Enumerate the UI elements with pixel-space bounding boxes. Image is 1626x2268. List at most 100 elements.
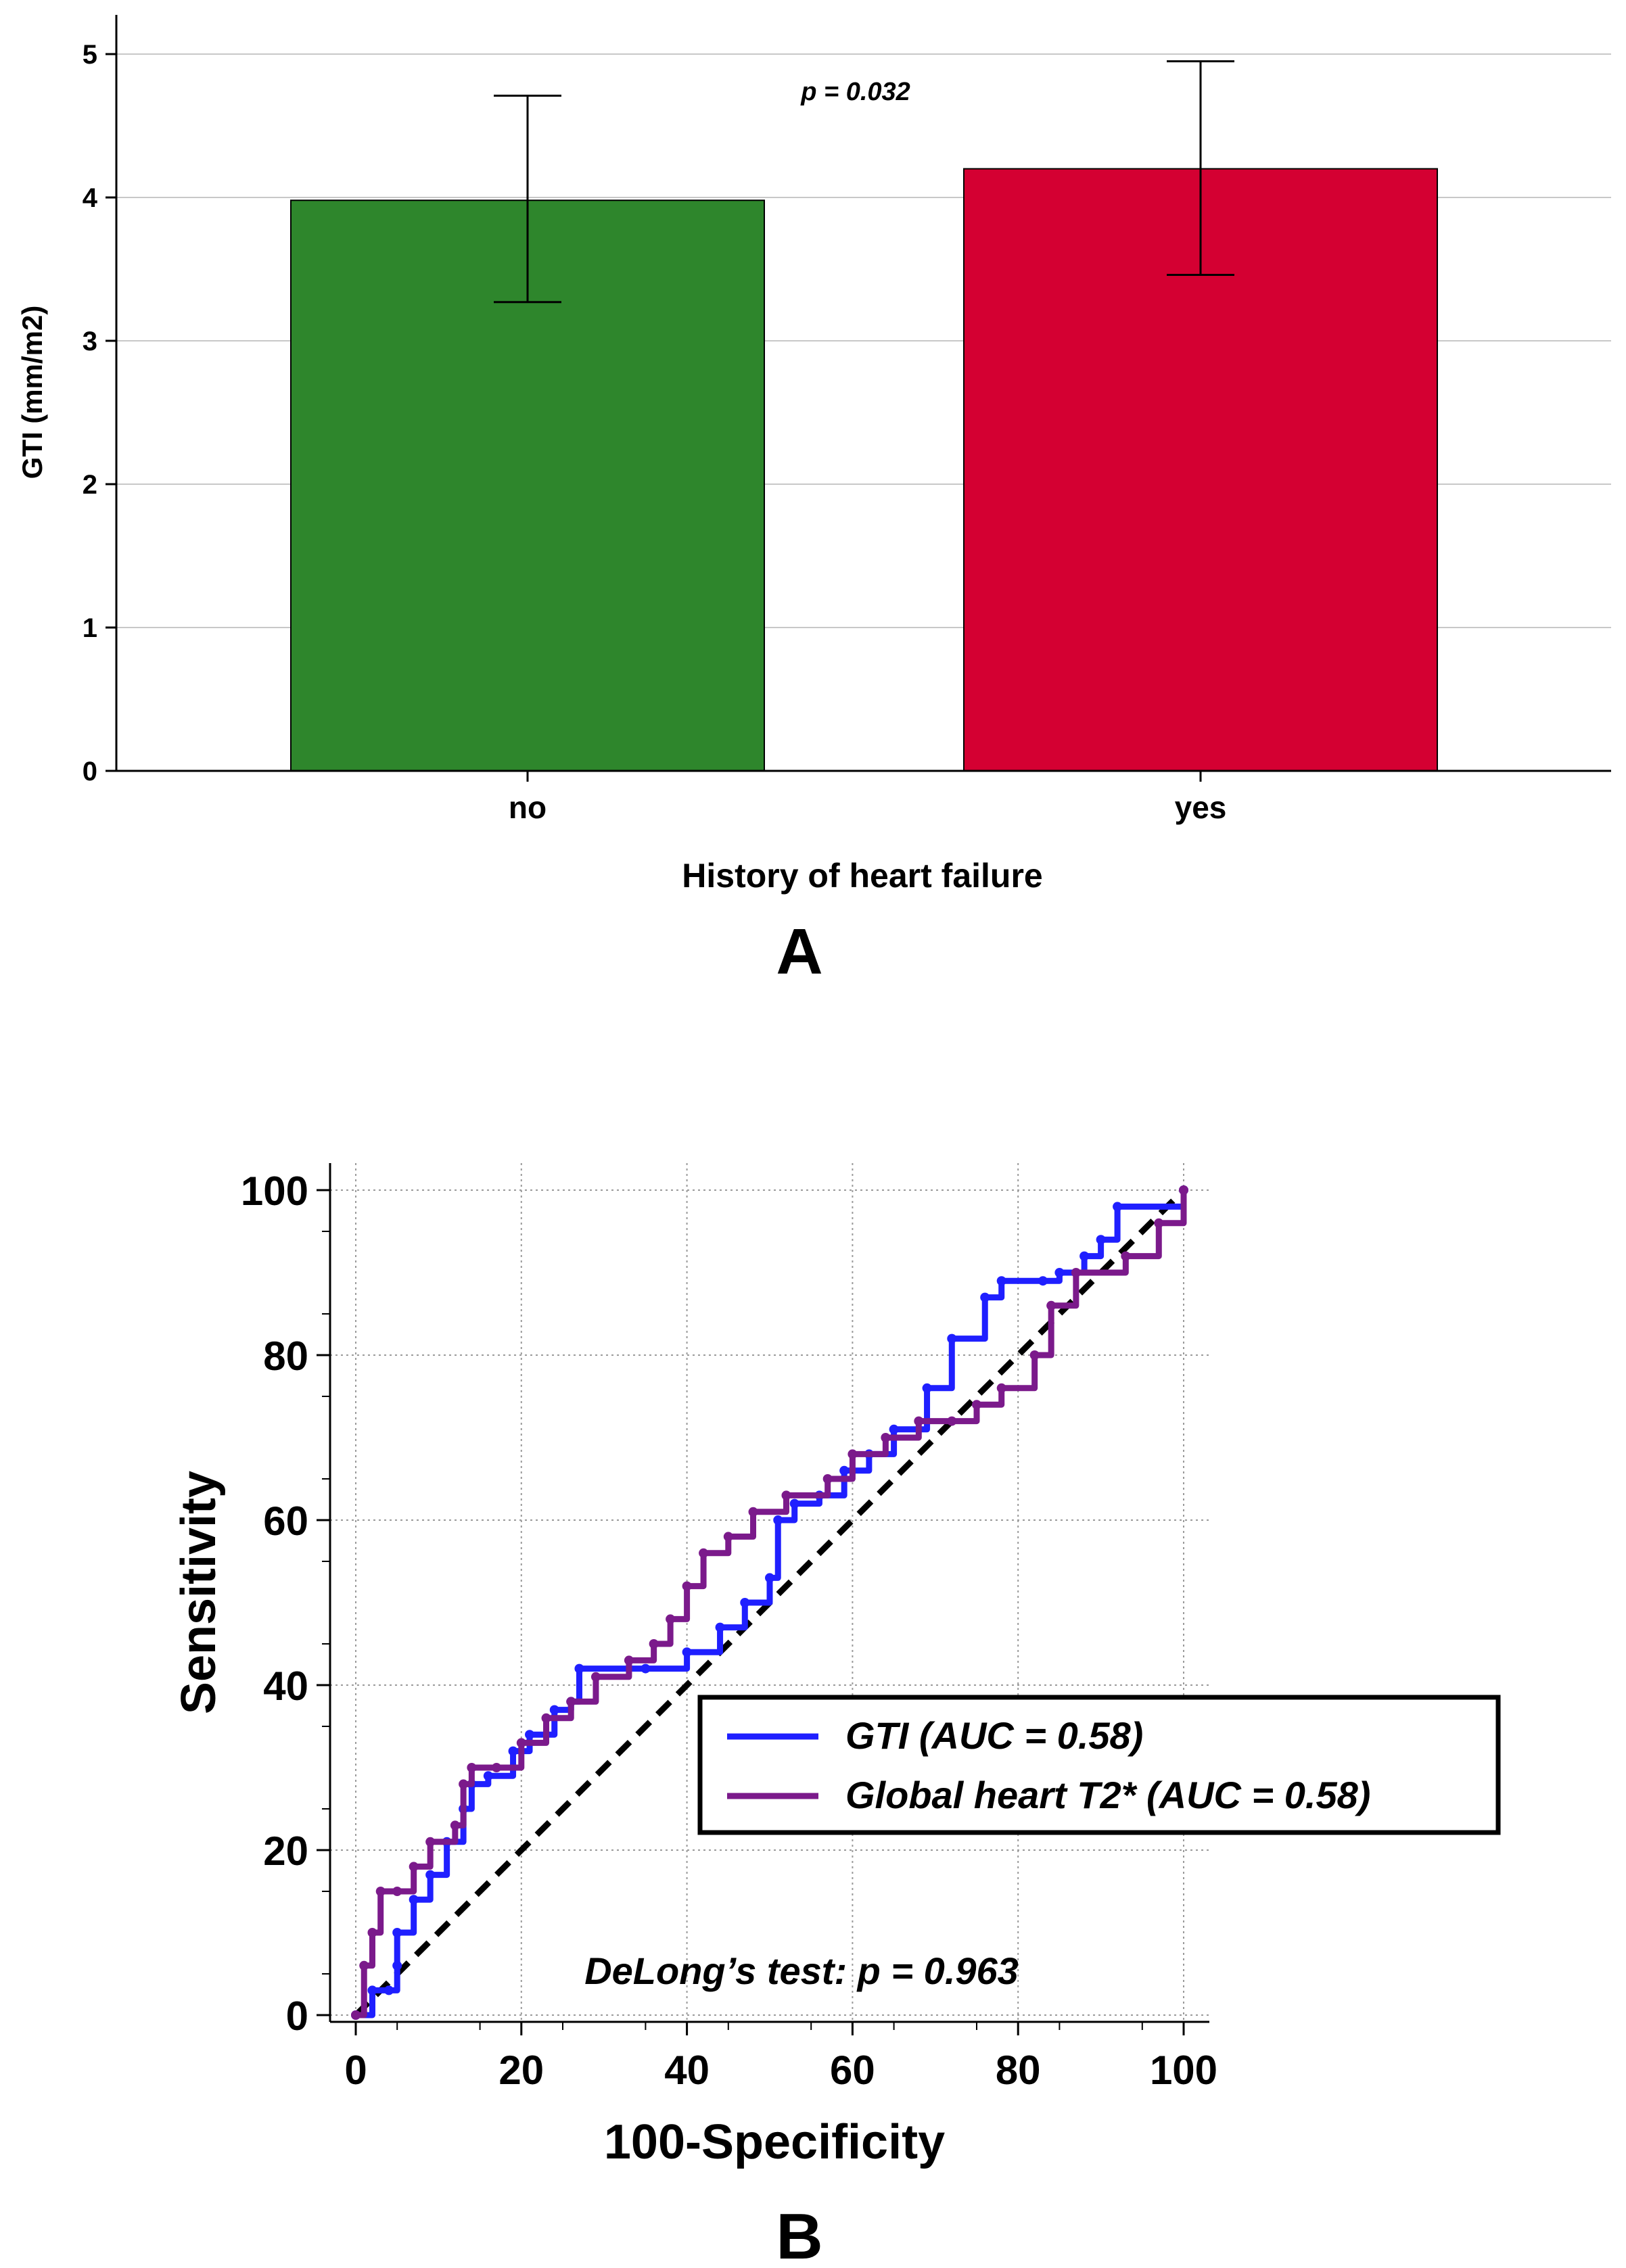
roc-curve-global-heart-t2-point [723, 1532, 733, 1542]
bar-chart-y-ticks: 0 1 2 3 4 5 [83, 40, 116, 786]
roc-chart-y-tick-label: 100 [241, 1168, 308, 1214]
bar-chart-y-axis-label: GTI (mm/m2) [16, 306, 48, 479]
roc-curve-gti-point [1096, 1235, 1106, 1245]
roc-curve-gti-point [574, 1663, 584, 1674]
bar-chart-x-tick-label: no [509, 790, 547, 825]
roc-curve-gti-point [773, 1515, 783, 1525]
roc-curve-global-heart-t2-point [699, 1548, 709, 1558]
roc-curve-gti-point [549, 1705, 559, 1715]
roc-chart-x-tick-label: 40 [664, 2048, 710, 2093]
roc-curve-global-heart-t2-point [996, 1383, 1006, 1393]
roc-curve-gti-point [1038, 1276, 1048, 1286]
roc-curve-global-heart-t2-point [409, 1862, 419, 1872]
panel-label-a: A [776, 916, 822, 988]
bar-chart-panel-a: 0 1 2 3 4 5 no yes p = 0.032 GTI (mm/m2) Histo… [16, 15, 1611, 988]
roc-curve-global-heart-t2-point [392, 1887, 402, 1896]
roc-chart-annotation: DeLong’s test: p = 0.963 [584, 1950, 1019, 1992]
roc-chart-y-tick-label: 40 [263, 1663, 308, 1709]
roc-curve-gti-point [889, 1424, 899, 1434]
roc-curve-gti-point [1079, 1251, 1090, 1261]
roc-curve-gti-point [392, 1928, 402, 1937]
bar-chart-bars [290, 168, 1438, 772]
roc-curve-global-heart-t2-point [1046, 1300, 1056, 1310]
roc-curve-global-heart-t2-point [972, 1400, 981, 1410]
roc-curve-global-heart-t2-point [516, 1738, 526, 1748]
roc-chart-panel-b: 0 20 40 60 80 100 0 20 40 60 80 100 GTI (AUC = 0.5… [172, 1163, 1501, 2268]
roc-curve-global-heart-t2-point [1121, 1251, 1131, 1261]
roc-curve-gti [356, 1190, 1187, 2018]
roc-chart-x-tick-label: 0 [344, 2048, 367, 2093]
bar-chart-x-tick-label: yes [1175, 790, 1227, 825]
roc-curve-global-heart-t2-point [590, 1672, 601, 1682]
roc-chart-x-axis-label: 100-Specificity [604, 2115, 945, 2169]
roc-curve-global-heart-t2-point [1154, 1218, 1164, 1228]
roc-curve-global-heart-t2-point [1179, 1185, 1188, 1195]
roc-curve-gti-point [922, 1383, 932, 1393]
bar-chart-y-tick-label: 2 [83, 470, 97, 500]
roc-curve-global-heart-t2-point [467, 1763, 477, 1772]
roc-curve-global-heart-t2-point [914, 1416, 924, 1426]
roc-curve-gti-point [641, 1663, 651, 1674]
roc-chart-series [351, 1185, 1188, 2020]
roc-curve-gti-point [789, 1498, 799, 1509]
roc-curve-global-heart-t2-point [748, 1507, 758, 1517]
roc-curve-global-heart-t2-point [781, 1490, 791, 1501]
roc-curve-gti-point [525, 1730, 535, 1740]
roc-curve-global-heart-t2-point [367, 1928, 377, 1937]
bar-chart-x-axis-label: History of heart failure [682, 857, 1042, 895]
bar-chart-y-tick-label: 0 [83, 757, 97, 786]
roc-curve-gti-point [367, 1985, 377, 1995]
panel-label-b: B [776, 2200, 822, 2268]
roc-curve-global-heart-t2-point [359, 1960, 369, 1970]
roc-curve-gti-point [682, 1647, 692, 1657]
roc-curve-global-heart-t2-point [566, 1697, 576, 1707]
roc-curve-global-heart-t2-point [666, 1614, 676, 1624]
legend-box [697, 1695, 1501, 1835]
roc-curve-gti-point [483, 1771, 493, 1781]
roc-curve-gti-point [425, 1870, 436, 1880]
roc-chart-y-tick-label: 60 [263, 1498, 308, 1544]
roc-curve-global-heart-t2-point [492, 1763, 502, 1772]
roc-curve-gti-point [839, 1465, 850, 1475]
roc-curve-global-heart-t2-point [947, 1416, 957, 1426]
roc-curve-global-heart-t2-point [459, 1779, 469, 1789]
roc-curve-global-heart-t2-point [1029, 1350, 1040, 1360]
roc-curve-global-heart-t2-point [375, 1887, 386, 1896]
bar-chart-error-bars [494, 60, 1234, 304]
roc-curve-gti-point [508, 1746, 518, 1756]
bar-chart-y-tick-label: 1 [83, 613, 97, 643]
roc-chart-x-tick-label: 20 [498, 2048, 544, 2093]
roc-curve-global-heart-t2-point [847, 1449, 858, 1459]
roc-curve-global-heart-t2-point [881, 1433, 891, 1442]
roc-curve-global-heart-t2-point [649, 1639, 659, 1649]
roc-chart-x-tick-label: 100 [1150, 2048, 1217, 2093]
roc-curve-gti-point [1054, 1268, 1065, 1277]
roc-curve-gti-point [1113, 1202, 1123, 1212]
bar-chart-annotation: p = 0.032 [800, 78, 910, 106]
roc-curve-global-heart-t2-point [682, 1581, 692, 1591]
roc-curve-gti-point [765, 1573, 774, 1583]
roc-curve-global-heart-t2-point [425, 1837, 436, 1847]
roc-curve-gti-point [740, 1598, 750, 1607]
roc-chart-y-tick-label: 80 [263, 1333, 308, 1379]
roc-curve-gti-point [996, 1276, 1006, 1286]
roc-curve-global-heart-t2-point [351, 2010, 361, 2020]
roc-chart-gridlines [330, 1163, 1209, 2022]
legend-entry-gti: GTI (AUC = 0.58) [845, 1714, 1143, 1757]
roc-curve-gti-point [947, 1333, 957, 1344]
roc-chart-legend: GTI (AUC = 0.58) Global heart T2* (AUC =… [697, 1695, 1501, 1835]
bar-chart-y-tick-label: 3 [83, 327, 97, 356]
roc-chart-y-tick-label: 0 [286, 1993, 308, 2039]
bar-chart-y-tick-label: 5 [83, 40, 97, 70]
roc-curve-gti-point [392, 1960, 402, 1970]
roc-chart-y-tick-label: 20 [263, 1828, 308, 1874]
roc-curve-global-heart-t2-point [541, 1713, 551, 1723]
roc-curve-global-heart-t2-point [1071, 1268, 1081, 1277]
bar-chart-y-tick-label: 4 [83, 183, 98, 213]
roc-chart-y-ticks: 0 20 40 60 80 100 [241, 1168, 330, 2039]
roc-chart-x-tick-label: 60 [830, 2048, 875, 2093]
bar-chart-x-ticks: no yes [509, 771, 1226, 825]
roc-chart-x-tick-label: 80 [996, 2048, 1041, 2093]
roc-curve-gti-point [384, 1985, 394, 1995]
